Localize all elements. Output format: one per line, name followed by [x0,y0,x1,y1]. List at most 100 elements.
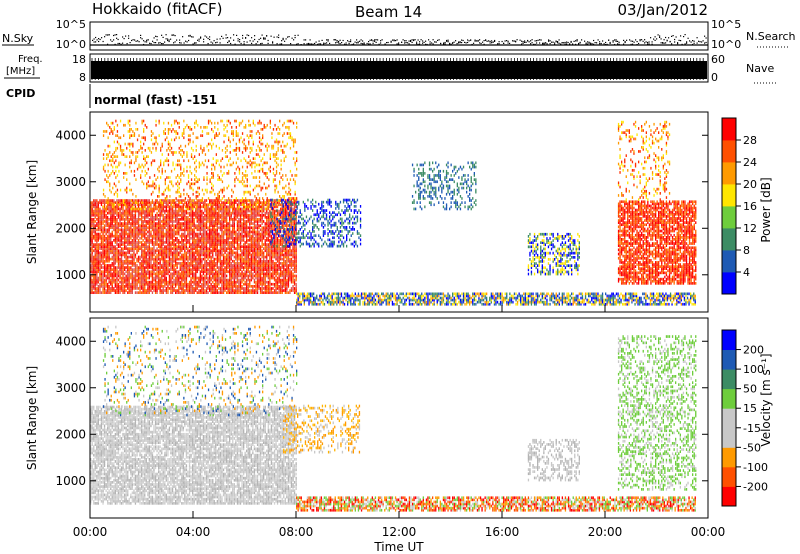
scatter-cell [198,207,200,211]
scatter-cell [256,241,259,244]
scatter-cell [181,213,183,217]
scatter-cell [127,207,129,211]
scatter-cell [195,287,197,290]
noise-dot [416,41,418,43]
scatter-cell [252,272,254,276]
scatter-cell [94,224,96,227]
scatter-cell [205,241,208,244]
scatter-cell [195,272,197,276]
scatter-cell [175,236,177,240]
scatter-cell [141,218,143,221]
scatter-cell [178,291,180,294]
scatter-cell [221,220,223,223]
scatter-cell [97,268,99,271]
noise-dot [651,41,653,43]
noise-dot [422,40,424,42]
scatter-cell [185,257,188,261]
scatter-cell [139,262,141,265]
scatter-cell [165,253,167,257]
scatter-cell [147,259,149,263]
scatter-cell [199,272,201,276]
scatter-cell [125,226,127,230]
scatter-cell [170,211,172,215]
scatter-cell [178,203,180,207]
noise-dot [447,41,449,43]
scatter-cell [187,251,189,255]
scatter-cell [96,207,98,211]
noise-dot [297,34,299,36]
scatter-cell [91,207,93,211]
scatter-cell [238,282,240,286]
scatter-cell [156,243,158,246]
scatter-cell [239,282,242,286]
scatter-cell [187,274,189,278]
scatter-cell [221,268,223,271]
scatter-cell [125,207,127,211]
scatter-cell [235,264,237,267]
scatter-cell [201,220,203,223]
scatter-cell [105,224,107,227]
noise-dot [227,41,229,44]
noise-dot [614,39,616,41]
scatter-cell [96,243,98,246]
scatter-cell [173,282,175,286]
scatter-cell [241,285,243,288]
scatter-cell [131,280,133,284]
noise-dot [557,42,559,44]
scatter-cell [137,203,140,207]
scatter-cell [213,226,215,230]
scatter-cell [99,247,101,250]
scatter-cell [139,268,141,271]
scatter-cell [229,222,231,225]
scatter-cell [199,278,201,282]
scatter-cell [239,224,242,227]
scatter-cell [181,199,183,202]
scatter-cell [232,220,234,223]
scatter-cell [122,241,124,244]
scatter-cell [204,255,206,259]
noise-dot [155,35,157,37]
scatter-cell [173,268,175,271]
scatter-cell [124,211,126,215]
scatter-cell [147,266,149,269]
scatter-cell [252,257,254,261]
scatter-cell [114,274,116,278]
scatter-cell [91,278,93,282]
scatter-cell [229,280,231,284]
noise-dot [479,39,481,41]
scatter-cell [238,270,240,274]
scatter-cell [201,205,203,209]
scatter-cell [212,251,214,255]
scatter-cell [158,218,160,221]
scatter-cell [110,226,112,230]
scatter-cell [124,255,126,259]
scatter-cell [182,207,184,211]
scatter-cell [250,291,252,294]
scatter-cell [175,224,177,227]
scatter-cell [192,255,194,259]
scatter-cell [187,262,189,265]
scatter-cell [151,274,154,278]
scatter-cell [207,249,209,253]
scatter-cell [128,213,130,217]
scatter-cell [253,232,256,236]
scatter-cell [232,274,234,278]
scatter-cell [113,272,115,276]
scatter-cell [219,222,222,225]
noise-dot [549,43,551,45]
scatter-cell [173,245,175,248]
scatter-cell [147,282,149,286]
scatter-cell [170,207,172,211]
scatter-cell [145,203,147,207]
scatter-cell [170,230,172,234]
scatter-cell [125,211,127,215]
scatter-cell [256,249,259,253]
scatter-cell [193,241,195,244]
scatter-cell [213,289,215,292]
scatter-cell [94,199,96,202]
scatter-cell [133,249,135,253]
scatter-cell [154,207,157,211]
scatter-cell [108,224,110,227]
scatter-cell [141,241,143,244]
scatter-cell [167,228,169,232]
